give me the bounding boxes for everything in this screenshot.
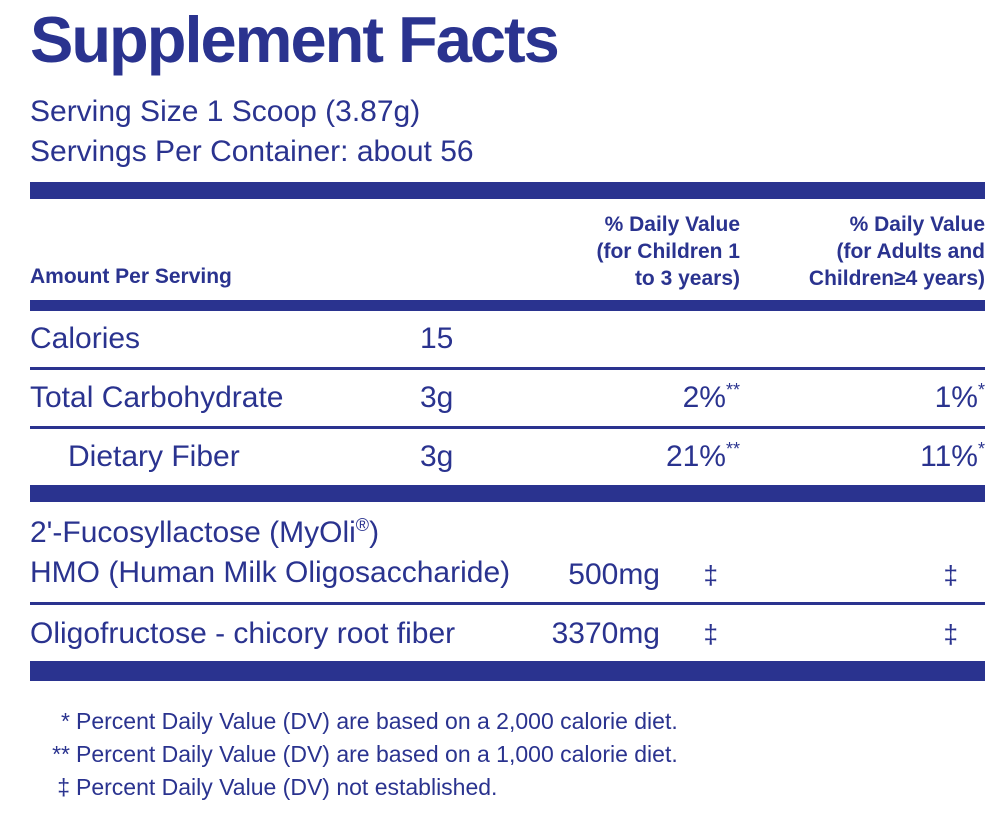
serving-size-text: Serving Size 1 Scoop (3.87g): [30, 95, 421, 129]
ingredient-name: Oligofructose - chicory root fiber: [30, 617, 456, 651]
dv-adults-header-line: % Daily Value: [849, 213, 985, 237]
nutrient-amount: 3g: [420, 381, 454, 415]
dv-children-value: 2%**: [682, 380, 740, 415]
dv-adults-value: 11%*: [920, 439, 985, 474]
dv-adults-header-line: Children≥4 years): [808, 267, 985, 291]
table-row-calories: Calories 15: [30, 311, 985, 367]
page-title: Supplement Facts: [30, 3, 560, 76]
row-divider: [30, 426, 985, 430]
nutrient-name: Total Carbohydrate: [30, 381, 284, 415]
ingredient-amount: 500mg: [568, 558, 660, 592]
footnote-symbol: *: [61, 708, 70, 735]
nutrient-name: Dietary Fiber: [68, 440, 240, 474]
footnote-text: Percent Daily Value (DV) are based on a …: [76, 708, 678, 735]
footnote-not-established: ‡ Percent Daily Value (DV) not establish…: [30, 771, 985, 804]
ingredient-name: 2'-Fucosyllactose (MyOli®) HMO (Human Mi…: [30, 513, 530, 593]
nutrient-name: Calories: [30, 322, 141, 356]
dv-children-header-line: (for Children 1: [596, 240, 740, 264]
table-row-hmo: 2'-Fucosyllactose (MyOli®) HMO (Human Mi…: [30, 502, 985, 602]
row-divider: [30, 367, 985, 371]
footnote-1000-calorie: ** Percent Daily Value (DV) are based on…: [30, 738, 985, 771]
ingredient-name-line: HMO (Human Milk Oligosaccharide): [30, 556, 511, 590]
dv-children-header-line: % Daily Value: [604, 213, 740, 237]
dv-children-header-line: to 3 years): [634, 267, 740, 291]
dv-children-value: ‡: [703, 560, 718, 591]
table-row-dietary-fiber: Dietary Fiber 3g 21%** 11%*: [30, 429, 985, 485]
ingredient-amount: 3370mg: [551, 617, 660, 651]
nutrient-amount: 3g: [420, 440, 454, 474]
amount-per-serving-header: Amount Per Serving: [30, 265, 232, 289]
nutrient-amount: 15: [420, 322, 454, 356]
footnote-symbol: ‡: [57, 774, 70, 801]
dv-adults-value: ‡: [943, 560, 958, 591]
row-divider: [30, 602, 985, 606]
divider-bar-header: [30, 300, 985, 312]
dv-children-header: % Daily Value (for Children 1 to 3 years…: [596, 211, 740, 292]
dv-adults-value: 1%*: [934, 380, 985, 415]
servings-per-container-text: Servings Per Container: about 56: [30, 135, 474, 169]
footnotes: * Percent Daily Value (DV) are based on …: [30, 705, 985, 804]
divider-bar-middle: [30, 485, 985, 503]
supplement-facts-label: Supplement Facts Serving Size 1 Scoop (3…: [30, 3, 985, 804]
dv-adults-header: % Daily Value (for Adults and Children≥4…: [740, 211, 985, 292]
daily-value-headers: % Daily Value (for Children 1 to 3 years…: [596, 211, 985, 292]
table-header: Amount Per Serving % Daily Value (for Ch…: [30, 199, 985, 300]
table-row-oligofructose: Oligofructose - chicory root fiber 3370m…: [30, 605, 985, 661]
footnote-symbol: **: [52, 741, 70, 768]
divider-bar-bottom: [30, 661, 985, 682]
footnote-text: Percent Daily Value (DV) not established…: [76, 774, 498, 801]
registered-mark: ®: [355, 515, 370, 536]
dv-adults-value: ‡: [943, 619, 958, 650]
dv-children-value: ‡: [703, 619, 718, 650]
table-row-total-carbohydrate: Total Carbohydrate 3g 2%** 1%*: [30, 370, 985, 426]
dv-children-value: 21%**: [665, 439, 740, 474]
footnote-text: Percent Daily Value (DV) are based on a …: [76, 741, 678, 768]
ingredient-name-line: 2'-Fucosyllactose (MyOli®): [30, 515, 380, 550]
divider-bar-top: [30, 182, 985, 200]
footnote-2000-calorie: * Percent Daily Value (DV) are based on …: [30, 705, 985, 738]
dv-adults-header-line: (for Adults and: [836, 240, 985, 264]
